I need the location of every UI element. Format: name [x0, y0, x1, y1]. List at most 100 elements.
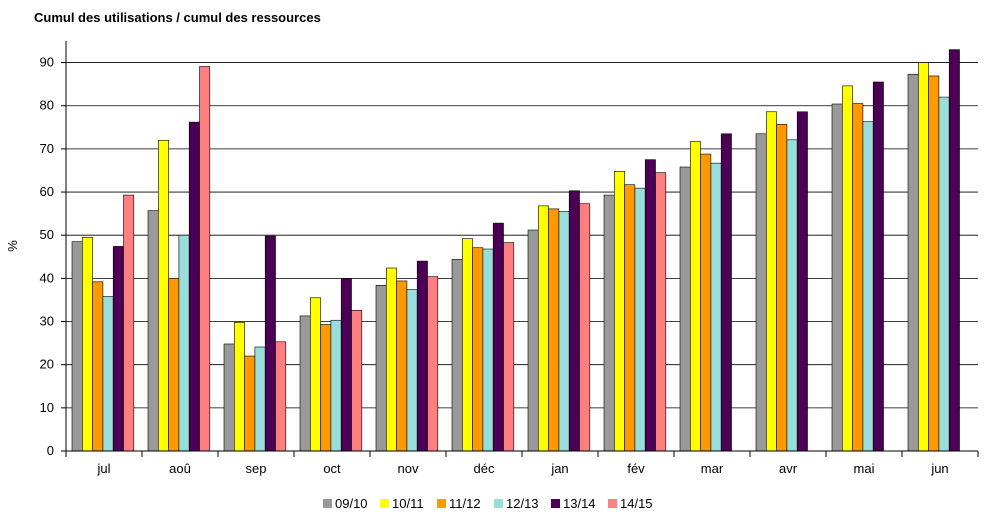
y-tick-label: 0	[47, 443, 54, 458]
bar-14-15-jan	[579, 203, 591, 452]
bar-09-10-avr	[755, 133, 767, 452]
bar-09-10-jun	[907, 73, 919, 452]
bar-12-13-avr	[786, 139, 798, 452]
bar-12-13-jan	[558, 211, 570, 452]
legend-swatch	[380, 499, 389, 508]
legend: 09/10 10/11 11/12 12/13 13/14 14/15	[323, 496, 653, 511]
bar-11-12-avr	[776, 123, 788, 452]
bar-13-14-déc	[492, 222, 504, 452]
y-tick-label: 90	[40, 55, 54, 70]
bar-10-11-fév	[613, 171, 625, 452]
legend-swatch	[608, 499, 617, 508]
bar-14-15-fév	[655, 172, 667, 452]
bar-13-14-jan	[568, 190, 580, 452]
legend-label: 14/15	[620, 496, 653, 511]
bar-10-11-mai	[841, 85, 853, 452]
bar-10-11-nov	[385, 267, 397, 452]
gridlines	[66, 62, 978, 409]
legend-swatch	[551, 499, 560, 508]
bar-10-11-aoû	[158, 139, 169, 452]
x-tick-label: déc	[474, 461, 495, 476]
bar-09-10-mar	[679, 166, 691, 452]
bar-09-10-mai	[831, 103, 843, 452]
y-tick-label: 40	[40, 270, 54, 285]
bar-13-14-jun	[948, 49, 960, 452]
x-tick-label: oct	[323, 461, 341, 476]
x-tick-label: mar	[701, 461, 724, 476]
bar-10-11-mar	[689, 141, 701, 452]
bar-13-14-mai	[872, 81, 884, 452]
legend-label: 09/10	[335, 496, 368, 511]
bar-12-13-sep	[254, 346, 266, 452]
bar-14-15-déc	[503, 242, 515, 452]
y-tick-label: 80	[40, 98, 54, 113]
y-tick-label: 70	[40, 141, 54, 156]
bar-10-11-sep	[234, 322, 245, 452]
bar-10-11-avr	[765, 111, 777, 452]
y-tick-label: 20	[40, 357, 54, 372]
y-tick-label: 60	[40, 184, 54, 199]
bar-10-11-jul	[82, 237, 93, 452]
legend-swatch	[323, 499, 332, 508]
x-tick-label: sep	[246, 461, 267, 476]
y-tick-label: 50	[40, 227, 54, 242]
x-tick-label: nov	[398, 461, 419, 476]
bar-14-15-oct	[351, 310, 363, 452]
bar-13-14-sep	[264, 235, 276, 452]
bar-14-15-sep	[275, 341, 287, 452]
bar-11-12-jun	[928, 75, 940, 452]
bar-12-13-jun	[938, 96, 950, 452]
bar-13-14-jul	[112, 246, 124, 452]
bar-09-10-nov	[375, 284, 387, 452]
bar-11-12-jan	[548, 208, 560, 452]
legend-label: 11/12	[449, 496, 481, 511]
bar-09-10-jan	[527, 229, 539, 452]
bar-12-13-déc	[482, 248, 494, 452]
bar-14-15-jul	[123, 194, 135, 452]
x-tick-label: aoû	[169, 461, 191, 476]
chart-title: Cumul des utilisations / cumul des resso…	[34, 10, 321, 25]
bar-10-11-jan	[537, 205, 549, 452]
bar-11-12-oct	[320, 324, 332, 452]
x-tick-label: mai	[854, 461, 875, 476]
bar-11-12-fév	[624, 184, 636, 452]
bar-11-12-mai	[852, 103, 864, 452]
legend-swatch	[437, 499, 446, 508]
bar-13-14-aoû	[188, 121, 200, 452]
y-tick-label: 10	[40, 400, 54, 415]
x-tick-label: avr	[779, 461, 798, 476]
x-tick-label: jul	[96, 461, 110, 476]
bar-12-13-mar	[710, 162, 722, 452]
bar-10-11-jun	[917, 62, 929, 452]
bar-11-12-sep	[244, 355, 256, 452]
bar-11-12-nov	[396, 280, 408, 452]
bar-12-13-jul	[102, 296, 114, 452]
bar-12-13-mai	[862, 121, 874, 452]
bar-13-14-oct	[340, 278, 352, 452]
bar-14-15-aoû	[199, 66, 211, 452]
bar-10-11-oct	[309, 297, 321, 452]
bar-09-10-aoû	[147, 210, 159, 452]
legend-label: 10/11	[392, 496, 424, 511]
bar-09-10-oct	[299, 315, 311, 452]
bar-12-13-oct	[330, 319, 342, 452]
bar-11-12-aoû	[168, 278, 180, 452]
x-tick-label: jun	[930, 461, 948, 476]
bar-09-10-jul	[71, 241, 83, 452]
axes: 0 10 20 30 40 50 60 70 80 90 jul aoû sep oct nov déc jan…	[40, 41, 979, 476]
bar-10-11-déc	[461, 238, 473, 452]
bar-09-10-fév	[603, 194, 615, 452]
y-axis-label: %	[5, 240, 20, 252]
bar-11-12-déc	[472, 247, 484, 452]
bar-11-12-jul	[92, 281, 104, 452]
bar-13-14-avr	[796, 111, 808, 452]
legend-label: 13/14	[563, 496, 596, 511]
x-tick-label: jan	[550, 461, 568, 476]
y-tick-label: 30	[40, 314, 54, 329]
bars	[71, 49, 960, 452]
bar-11-12-mar	[700, 153, 712, 452]
bar-09-10-déc	[451, 259, 463, 452]
bar-13-14-fév	[644, 159, 656, 452]
